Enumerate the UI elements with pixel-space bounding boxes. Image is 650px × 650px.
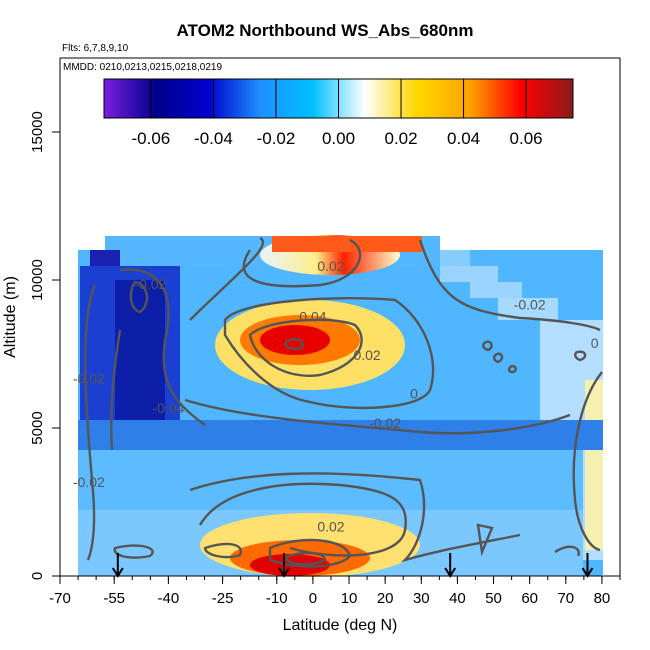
contour-label: 0 [591,335,599,351]
contour-small-blob-1 [482,340,493,352]
contour-lines [84,236,603,568]
contour-top [242,238,362,288]
contour-label: 0.02 [317,258,344,274]
chart-title: ATOM2 Northbound WS_Abs_680nm [177,21,474,40]
contour-left-core [129,280,149,314]
contour-label: -0.04 [152,400,184,416]
x-tick-label: 40 [449,590,466,607]
x-tick-label: -40 [158,590,180,607]
contour-upper-branch [189,236,264,321]
contour-lower-wide [189,472,521,563]
contour-lower-left [203,542,243,559]
heatmap-step-3 [470,282,522,298]
x-tick-label: -10 [266,590,288,607]
colorbar-tick-label: -0.06 [132,129,171,148]
colorbar-tick-label: 0.06 [510,129,543,148]
contour-right-triangle [476,523,494,557]
heatmap-left-dark-top [90,250,120,266]
contour-lower-core [283,551,327,566]
heatmap-step-4 [498,298,558,320]
contour-label: -0.02 [134,276,166,292]
contour-right-blob [574,350,587,362]
contour-lower-inner [268,538,352,568]
x-axis: -70 -55 -40 -25 -10 0 10 20 30 40 50 60 70 80 [49,575,621,607]
colorbar: -0.06 -0.04 -0.02 0.00 0.02 0.04 0.06 [103,78,574,148]
heatmap-low-band [78,450,583,510]
heatmap-step-1 [440,250,470,266]
y-tick-label: 0 [29,572,46,580]
contour-small-blob-2 [492,352,504,364]
contour-mid-band [184,398,571,435]
y-tick-label: 15000 [29,111,46,153]
heatmap-top-red [272,236,422,252]
x-tick-label: 0 [309,590,317,607]
contour-labels: -0.02 0.02 0.04 0.02 0 -0.02 -0.04 -0.02 -0.02 -0… [73,258,599,534]
x-axis-title: Latitude (deg N) [283,617,398,634]
y-tick-label: 5000 [29,411,46,444]
x-tick-label: 30 [413,590,430,607]
x-tick-label: 10 [341,590,358,607]
contour-mid-outer [223,297,435,410]
x-tick-label: 70 [557,590,574,607]
colorbar-ticks [150,79,527,118]
y-axis-title: Altitude (m) [2,276,19,358]
contour-left-inner [119,268,206,426]
colorbar-tick-label: 0.00 [322,129,355,148]
y-axis: 0 5000 10000 15000 [29,111,61,580]
colorbar-tick-label: 0.04 [447,129,480,148]
x-tick-label: 20 [377,590,394,607]
contour-label: -0.02 [73,474,105,490]
contour-left-lower [110,329,122,451]
colorbar-tick-label: -0.02 [257,129,296,148]
x-tick-label: -70 [49,590,71,607]
x-tick-label: -55 [103,590,125,607]
colorbar-tick-label: -0.04 [194,129,233,148]
x-tick-label: 60 [521,590,538,607]
contour-right-small [554,545,580,557]
contour-label: -0.02 [73,371,105,387]
x-tick-label: 80 [594,590,611,607]
contour-small-blob-3 [507,364,517,374]
y-tick-label: 10000 [29,259,46,301]
contour-label: -0.02 [514,297,546,313]
contour-label: 0.04 [299,308,326,324]
dates-subtitle: MMDD: 0210,0213,0215,0218,0219 [63,62,222,73]
contour-label: -0.02 [369,415,401,431]
flights-subtitle: Flts: 6,7,8,9,10 [62,43,129,54]
contour-label: 0 [410,385,418,401]
contour-label: 0.02 [317,519,344,535]
contour-lower-outer [198,482,407,557]
plot-area: -0.020.020.040.020-0.02-0.04-0.02-0.02-0… [59,57,621,578]
contour-mid-core [284,337,304,350]
heatmap-right-edge [585,380,603,550]
heatmap-step-2 [440,266,498,282]
contour-zero-right [418,239,601,332]
colorbar-tick-label: 0.02 [384,129,417,148]
contour-right-edge [572,371,603,552]
contour-mid-inner [248,318,363,377]
x-tick-label: 50 [485,590,502,607]
x-tick-label: -25 [212,590,234,607]
contour-left-outer [84,284,97,561]
colorbar-tick-labels: -0.06 -0.04 -0.02 0.00 0.02 0.04 0.06 [132,129,543,148]
contour-label: 0.02 [353,347,380,363]
